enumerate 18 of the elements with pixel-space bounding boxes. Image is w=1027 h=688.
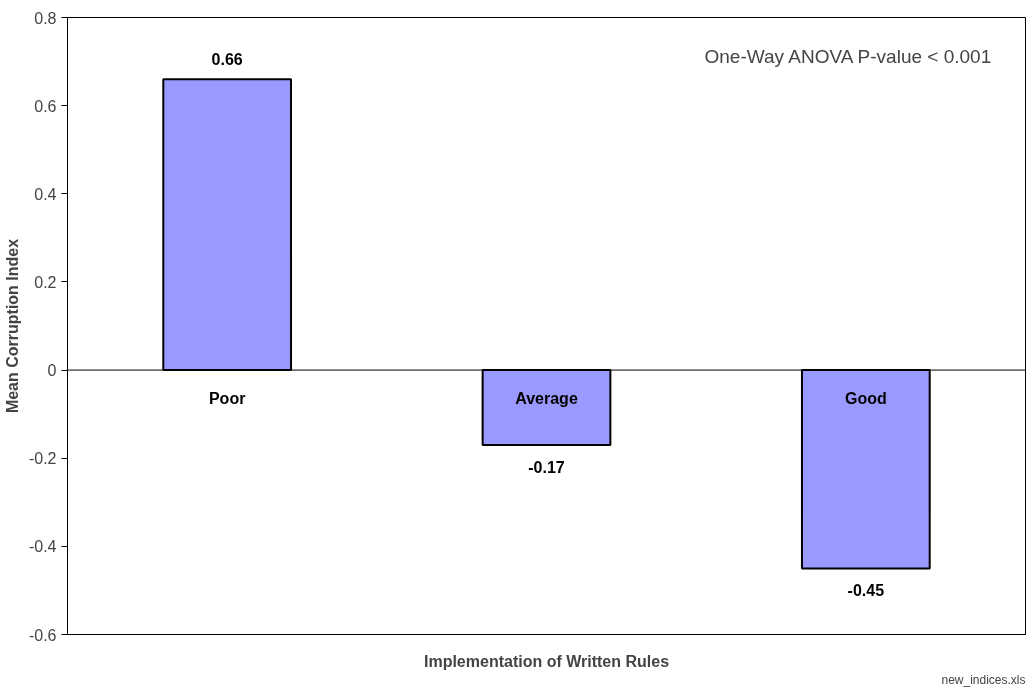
y-tick-label: -0.6 (28, 626, 57, 644)
y-tick-label: 0 (47, 362, 57, 380)
x-tick-label: Poor (208, 389, 246, 407)
x-tick-label: Good (844, 389, 887, 407)
data-label: 0.66 (211, 51, 243, 69)
y-tick-label: 0.4 (34, 185, 57, 203)
y-tick-label: 0.8 (34, 9, 57, 27)
y-tick-label: -0.4 (28, 538, 57, 556)
y-tick-label: -0.2 (28, 450, 57, 468)
y-tick-label: 0.6 (34, 97, 57, 115)
x-axis-title: Implementation of Written Rules (423, 652, 670, 670)
data-label: -0.17 (528, 458, 565, 476)
annotation: One-Way ANOVA P-value < 0.001 (704, 46, 992, 67)
data-label: -0.45 (847, 582, 885, 600)
y-axis-title: Mean Corruption Index (3, 238, 21, 414)
text: new_indices.xls (941, 672, 1026, 687)
y-tick-label: 0.2 (34, 273, 57, 291)
x-tick-label: Average (515, 389, 578, 407)
